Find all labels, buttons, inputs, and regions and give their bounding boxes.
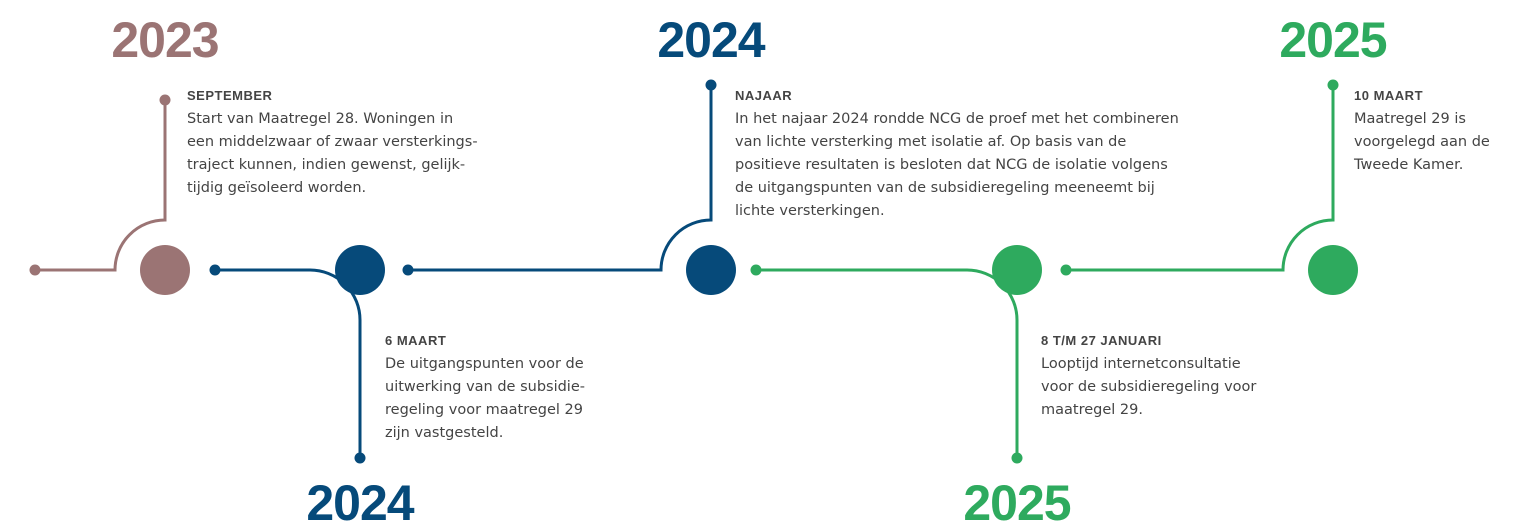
- year: 2025: [963, 475, 1070, 525]
- year: 2023: [111, 12, 218, 68]
- event-text: Maatregel 29 is: [1354, 111, 1466, 127]
- event-text: voor de subsidieregeling voor: [1041, 379, 1256, 395]
- event-label: 6 MAART: [385, 333, 446, 348]
- event-text: In het najaar 2024 rondde NCG de proef m…: [735, 111, 1179, 127]
- event-text: uitwerking van de subsidie-: [385, 379, 585, 395]
- line-start-dot: [750, 264, 762, 276]
- event-text: Looptijd internetconsultatie: [1041, 356, 1241, 372]
- event-circle: [992, 245, 1042, 295]
- line-start-dot: [402, 264, 414, 276]
- event-text: tijdig geïsoleerd worden.: [187, 180, 366, 196]
- event-text: de uitgangspunten van de subsidieregelin…: [735, 180, 1155, 196]
- event-text: lichte versterkingen.: [735, 203, 885, 219]
- event-text: De uitgangspunten voor de: [385, 356, 584, 372]
- event-text: een middelzwaar of zwaar versterkings-: [187, 134, 478, 150]
- line-start-dot: [29, 264, 41, 276]
- year: 2024: [657, 12, 765, 68]
- event-circle: [335, 245, 385, 295]
- line-end-dot: [354, 452, 366, 464]
- line-end-dot: [159, 94, 171, 106]
- connector-line: [35, 100, 167, 272]
- event-text: van lichte versterking met isolatie af. …: [735, 134, 1126, 150]
- connector-line: [756, 268, 1019, 458]
- event-text: maatregel 29.: [1041, 402, 1143, 418]
- connector-line: [215, 268, 362, 458]
- year: 2024: [306, 475, 414, 525]
- event-label: NAJAAR: [735, 88, 792, 103]
- year: 2025: [1279, 12, 1386, 68]
- event-circle: [140, 245, 190, 295]
- line-end-dot: [1011, 452, 1023, 464]
- event-text: Start van Maatregel 28. Woningen in: [187, 111, 453, 127]
- event-text: voorgelegd aan de: [1354, 134, 1490, 150]
- event-circle: [1308, 245, 1358, 295]
- line-end-dot: [705, 79, 717, 91]
- connector-line: [408, 85, 713, 272]
- event-label: SEPTEMBER: [187, 88, 273, 103]
- event-label: 8 T/M 27 JANUARI: [1041, 333, 1162, 348]
- connector-line: [1066, 85, 1335, 272]
- event-text: traject kunnen, indien gewenst, gelijk-: [187, 157, 465, 173]
- event-label: 10 MAART: [1354, 88, 1423, 103]
- line-start-dot: [209, 264, 221, 276]
- event-text: positieve resultaten is besloten dat NCG…: [735, 157, 1168, 173]
- line-end-dot: [1327, 79, 1339, 91]
- event-text: regeling voor maatregel 29: [385, 402, 583, 418]
- line-start-dot: [1060, 264, 1072, 276]
- event-circle: [686, 245, 736, 295]
- event-text: Tweede Kamer.: [1353, 157, 1463, 173]
- event-text: zijn vastgesteld.: [385, 425, 503, 441]
